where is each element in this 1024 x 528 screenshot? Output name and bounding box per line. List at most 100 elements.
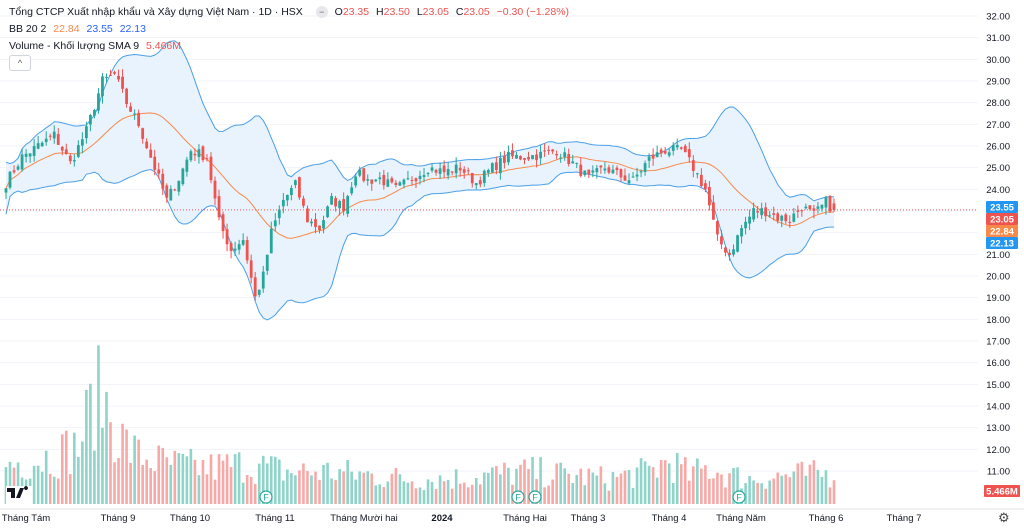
candle <box>559 157 563 159</box>
candle <box>623 175 627 181</box>
volume-bar <box>382 487 386 504</box>
volume-bar <box>551 479 554 504</box>
volume-bar <box>547 485 550 504</box>
candle <box>503 155 506 163</box>
volume-bar <box>101 427 104 504</box>
event-marker-label: F <box>263 493 269 503</box>
symbol-title[interactable]: Tổng CTCP Xuất nhập khẩu và Xây dựng Việ… <box>9 6 303 18</box>
price-axis[interactable]: 32.00 31.00 30.00 29.00 28.00 27.00 26.00 25.00… <box>986 12 1010 478</box>
volume-bar <box>571 482 575 504</box>
volume-bar <box>193 459 197 504</box>
candle <box>36 143 40 149</box>
candle <box>342 199 346 212</box>
candle <box>627 180 631 184</box>
time-tick-label: Tháng Mười hai <box>330 513 398 524</box>
event-marker-f[interactable]: F <box>528 490 542 504</box>
volume-bar <box>543 487 546 504</box>
candle <box>695 173 699 175</box>
candle <box>812 208 816 211</box>
volume-bar <box>688 480 691 504</box>
candle <box>298 177 301 198</box>
volume-bar <box>655 477 659 504</box>
time-axis[interactable]: Tháng Tám Tháng 9 Tháng 10 Tháng 11 Tháng Mư… <box>2 513 922 524</box>
price-tick-label: 26.00 <box>986 142 1010 153</box>
candle <box>93 110 96 116</box>
price-tick-label: 11.00 <box>987 467 1010 478</box>
volume-bar <box>720 474 723 504</box>
event-marker-f[interactable]: F <box>259 490 273 504</box>
candle <box>478 180 482 185</box>
volume-bar <box>772 478 776 504</box>
volume-bar <box>318 479 321 504</box>
bollinger-lower-line <box>5 169 835 321</box>
gear-icon[interactable]: ⚙ <box>998 510 1010 525</box>
volume-bar <box>418 487 422 504</box>
candle <box>378 177 382 180</box>
open-value: 23.35 <box>342 6 370 18</box>
candle <box>382 174 386 186</box>
price-badge-upper: 23.55 <box>986 201 1018 214</box>
collapse-legend-button[interactable]: ^ <box>9 55 31 71</box>
volume-bar <box>728 473 731 504</box>
candle <box>426 173 430 175</box>
volume-bar <box>205 474 209 504</box>
volume-bar <box>169 464 173 504</box>
volume-bar <box>579 468 583 504</box>
volume-bar <box>109 422 112 504</box>
time-tick-label: Tháng 7 <box>887 513 922 524</box>
price-badge-label: 22.84 <box>990 227 1014 238</box>
price-tick-label: 30.00 <box>986 55 1010 66</box>
candle <box>667 152 671 156</box>
candle <box>398 182 402 186</box>
volume-bar <box>346 459 349 504</box>
volume-bar <box>60 434 64 504</box>
price-badge-bg <box>986 225 1018 237</box>
candle <box>571 161 575 164</box>
minus-icon[interactable]: − <box>315 6 328 19</box>
price-tick-label: 27.00 <box>986 120 1010 131</box>
volume-bar <box>253 484 257 504</box>
volume-bar <box>322 465 325 504</box>
candle <box>386 179 390 187</box>
volume-bar <box>394 467 398 504</box>
volume-bar <box>796 463 800 504</box>
volume-legend[interactable]: Volume - Khối lượng SMA 9 5.466M <box>9 40 185 52</box>
candle <box>607 167 611 173</box>
volume-bar <box>752 480 755 504</box>
volume-bar <box>667 463 671 504</box>
event-marker-f[interactable]: F <box>511 490 525 504</box>
candle <box>169 188 173 201</box>
candle <box>780 215 784 221</box>
candle <box>728 252 731 255</box>
candle <box>241 240 245 245</box>
volume-bar <box>615 476 619 504</box>
volume-bar <box>161 447 165 504</box>
candle <box>173 189 177 191</box>
bollinger-legend[interactable]: BB 20 2 22.84 23.55 22.13 <box>9 23 150 35</box>
volume-bar <box>274 456 277 504</box>
event-marker-f[interactable]: F <box>732 490 746 504</box>
candle <box>44 138 48 143</box>
candle <box>121 76 124 89</box>
volume-bar <box>233 454 237 504</box>
candle <box>185 159 189 172</box>
candle <box>390 178 394 183</box>
candle <box>237 244 241 250</box>
volume-bar <box>12 467 16 504</box>
candle <box>12 170 16 173</box>
candle <box>639 171 643 173</box>
candle <box>776 213 780 221</box>
volume-bar <box>816 469 820 504</box>
volume-bar <box>414 488 418 504</box>
volume-bar <box>149 468 152 504</box>
candle <box>273 220 277 227</box>
volume-bar <box>764 488 767 504</box>
volume-bar <box>229 467 233 504</box>
candle <box>306 208 309 223</box>
candle <box>109 74 112 76</box>
tradingview-logo-icon[interactable] <box>6 486 32 504</box>
volume-bar <box>89 383 92 504</box>
candle <box>740 228 743 237</box>
candle <box>720 236 723 245</box>
